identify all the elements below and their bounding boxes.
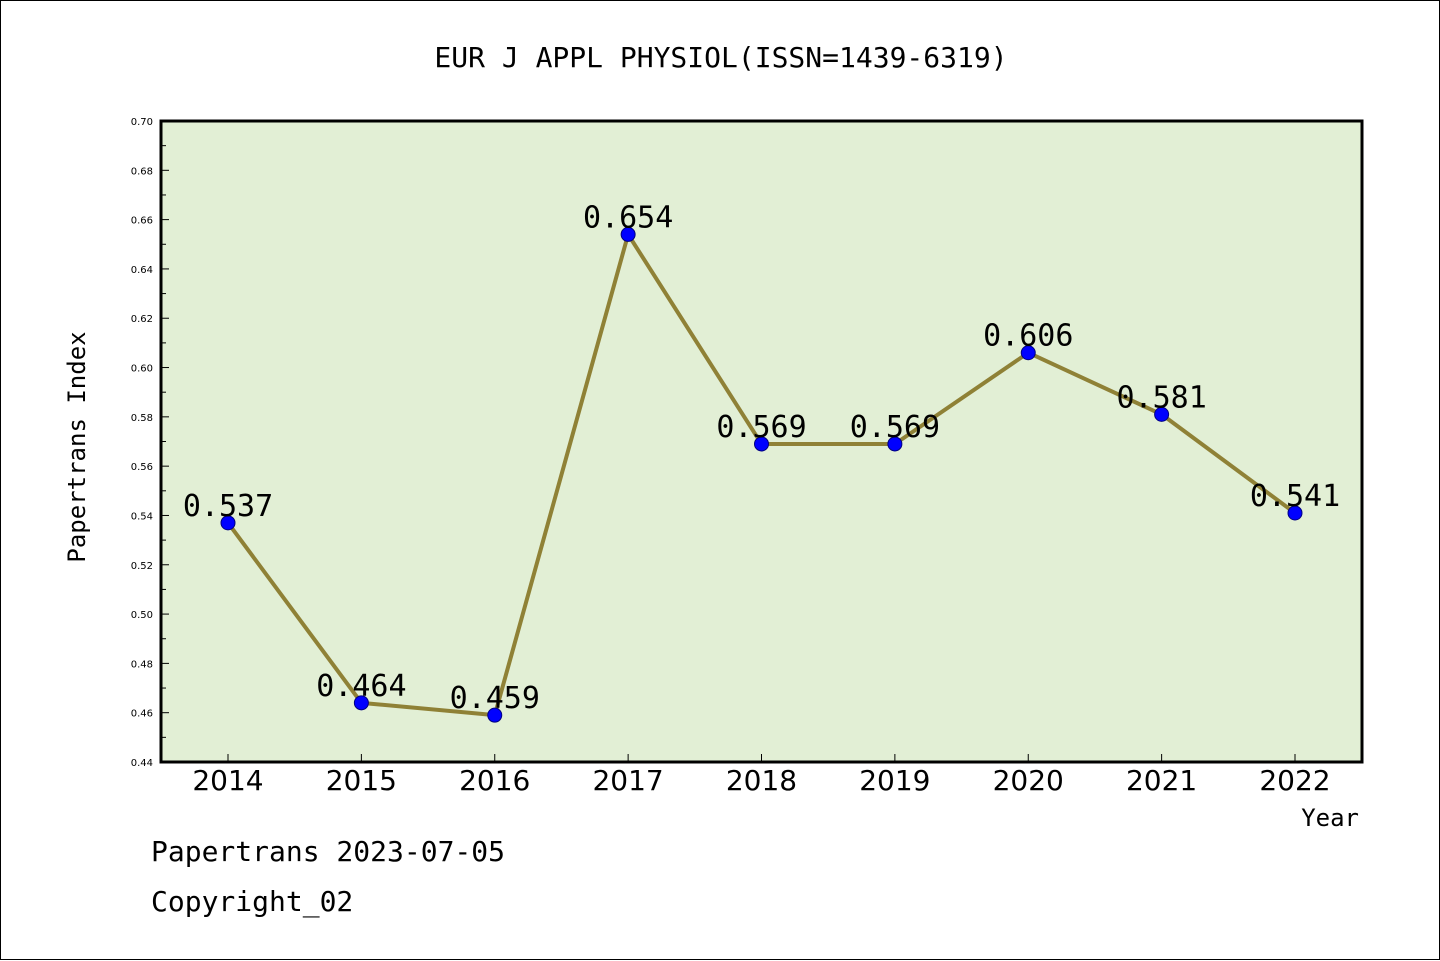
- data-label-group: 0.537 0.464 0.459 0.654 0.569 0.569 0.606 0.581…: [183, 200, 1340, 716]
- y-tick-label: 0.60: [131, 364, 153, 375]
- y-tick-label: 0.62: [131, 314, 153, 325]
- data-label: 0.537: [183, 489, 273, 524]
- data-label: 0.654: [583, 200, 673, 235]
- y-tick-label: 0.64: [131, 265, 153, 276]
- y-tick-label: 0.46: [131, 709, 153, 720]
- data-point: [353, 695, 369, 711]
- x-axis-label: Year: [1301, 804, 1359, 832]
- data-label: 0.569: [716, 410, 806, 445]
- y-tick-label: 0.68: [131, 166, 153, 177]
- y-tick-label: 0.66: [131, 216, 153, 227]
- y-tick-label: 0.58: [131, 413, 153, 424]
- x-axis: 2014 2015 2016 2017 2018 2019 2020 2021 2022: [192, 754, 1331, 797]
- x-tick-label: 2015: [326, 764, 397, 797]
- y-tick-label: 0.44: [131, 758, 153, 769]
- y-tick-label: 0.50: [131, 610, 153, 621]
- x-tick-label: 2014: [192, 764, 263, 797]
- x-tick-label: 2018: [726, 764, 797, 797]
- x-tick-label: 2017: [592, 764, 663, 797]
- data-label: 0.606: [983, 319, 1073, 354]
- footer-copyright: Copyright_02: [151, 885, 354, 918]
- y-tick-label: 0.52: [131, 561, 153, 572]
- data-label: 0.541: [1250, 479, 1340, 514]
- y-tick-label: 0.54: [131, 511, 153, 522]
- y-tick-label: 0.70: [131, 117, 153, 128]
- data-point: [1020, 345, 1036, 361]
- x-tick-label: 2016: [459, 764, 530, 797]
- data-label: 0.464: [316, 669, 406, 704]
- data-point: [754, 436, 769, 452]
- y-axis: 0.44 0.46 0.48 0.50 0.52 0.54 0.56 0.58 0.60 0.62…: [131, 117, 169, 769]
- x-tick-label: 2019: [859, 764, 930, 797]
- x-tick-label: 2020: [993, 764, 1064, 797]
- x-tick-label: 2022: [1259, 764, 1330, 797]
- data-label: 0.569: [850, 410, 940, 445]
- data-point: [1154, 406, 1170, 422]
- data-point: [220, 515, 236, 531]
- y-tick-label: 0.56: [131, 462, 153, 473]
- data-point: [1287, 505, 1303, 521]
- data-label: 0.581: [1116, 380, 1206, 415]
- footer-date: Papertrans 2023-07-05: [151, 835, 506, 868]
- x-tick-label: 2021: [1126, 764, 1197, 797]
- data-point: [887, 436, 903, 452]
- marker-group: [220, 226, 1303, 723]
- data-point: [620, 226, 636, 242]
- chart-title: EUR J APPL PHYSIOL(ISSN=1439-6319): [434, 41, 1007, 74]
- data-point: [487, 707, 503, 723]
- data-label: 0.459: [450, 681, 540, 716]
- y-axis-label: Papertrans Index: [63, 331, 91, 562]
- y-tick-label: 0.48: [131, 659, 153, 670]
